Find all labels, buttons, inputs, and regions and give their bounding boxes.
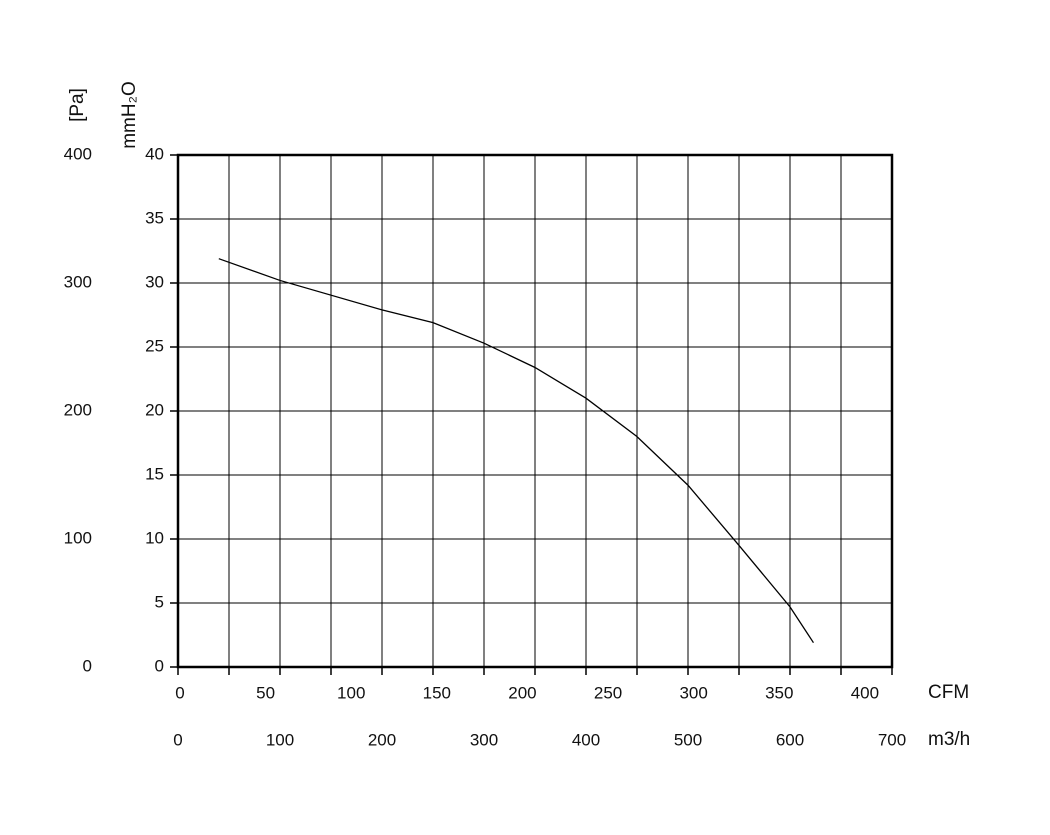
x-tick-label: 100 [266,730,294,749]
x2-tick-label: 100 [337,683,365,702]
y2-tick-label: 300 [64,272,92,291]
y-tick-label: 35 [145,208,164,227]
y-tick-label: 40 [145,144,164,163]
series-line [218,258,815,644]
y2-tick-label: 200 [64,400,92,419]
y2-tick-label: 0 [83,656,92,675]
y-tick-label: 20 [145,400,164,419]
y-tick-label: 10 [145,528,164,547]
x2-tick-label: 200 [508,683,536,702]
x2-tick-label: 0 [175,683,184,702]
y-tick-label: 5 [155,592,164,611]
x2-tick-label: 150 [423,683,451,702]
x-tick-label: 300 [470,730,498,749]
y2-tick-label: 400 [64,144,92,163]
x2-tick-label: 250 [594,683,622,702]
x2-tick-label: 400 [851,683,879,702]
y2-axis-label: [Pa] [67,88,88,122]
y-tick-label: 0 [155,656,164,675]
x-tick-label: 700 [878,730,906,749]
x2-tick-label: 300 [679,683,707,702]
x-tick-label: 400 [572,730,600,749]
x-axis-label: m3/h [928,729,970,750]
x2-axis-label: CFM [928,682,969,703]
x-tick-label: 0 [173,730,182,749]
y-tick-label: 25 [145,336,164,355]
x2-tick-label: 50 [256,683,275,702]
plot-frame [176,153,894,669]
x-tick-label: 600 [776,730,804,749]
y2-tick-label: 100 [64,528,92,547]
y-tick-label: 15 [145,464,164,483]
x2-tick-label: 350 [765,683,793,702]
y-tick-label: 30 [145,272,164,291]
x-tick-label: 500 [674,730,702,749]
y-axis-label: mmH₂O [119,81,140,149]
x-tick-label: 200 [368,730,396,749]
